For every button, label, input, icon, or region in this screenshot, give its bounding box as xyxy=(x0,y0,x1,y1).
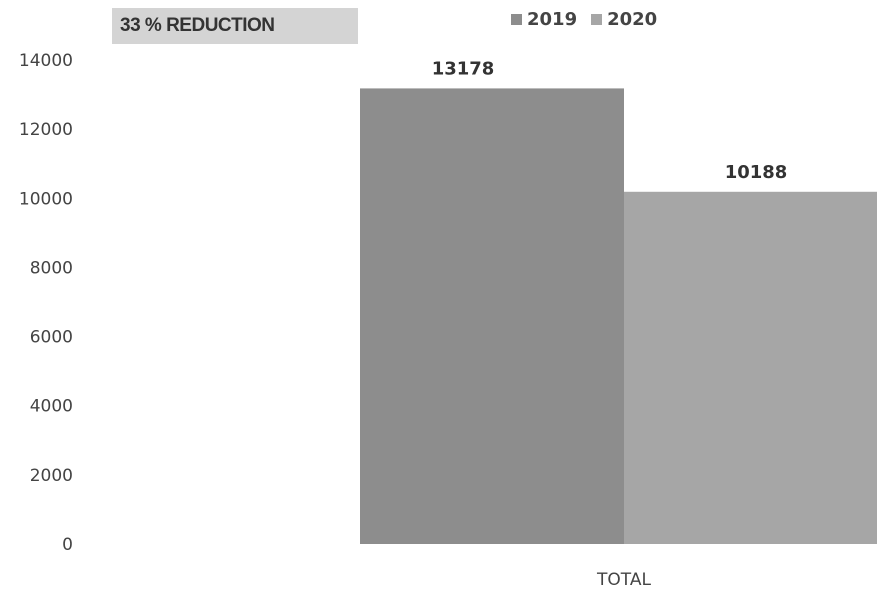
y-tick-label: 6000 xyxy=(30,328,73,348)
y-tick-label: 0 xyxy=(62,535,73,555)
x-axis: TOTAL xyxy=(596,570,651,590)
y-tick-label: 4000 xyxy=(30,397,73,417)
x-tick-label: TOTAL xyxy=(596,570,651,590)
data-label-2019: 13178 xyxy=(432,58,495,79)
bars xyxy=(360,88,877,544)
y-tick-label: 12000 xyxy=(19,120,73,140)
data-label-2020: 10188 xyxy=(725,162,788,183)
y-tick-label: 10000 xyxy=(19,189,73,209)
y-tick-label: 14000 xyxy=(19,51,73,71)
bar-2020 xyxy=(624,192,877,544)
bar-2019 xyxy=(360,88,624,544)
y-tick-label: 8000 xyxy=(30,258,73,278)
y-tick-label: 2000 xyxy=(30,466,73,486)
y-axis: 0 2000 4000 6000 8000 10000 12000 14000 xyxy=(19,51,73,555)
